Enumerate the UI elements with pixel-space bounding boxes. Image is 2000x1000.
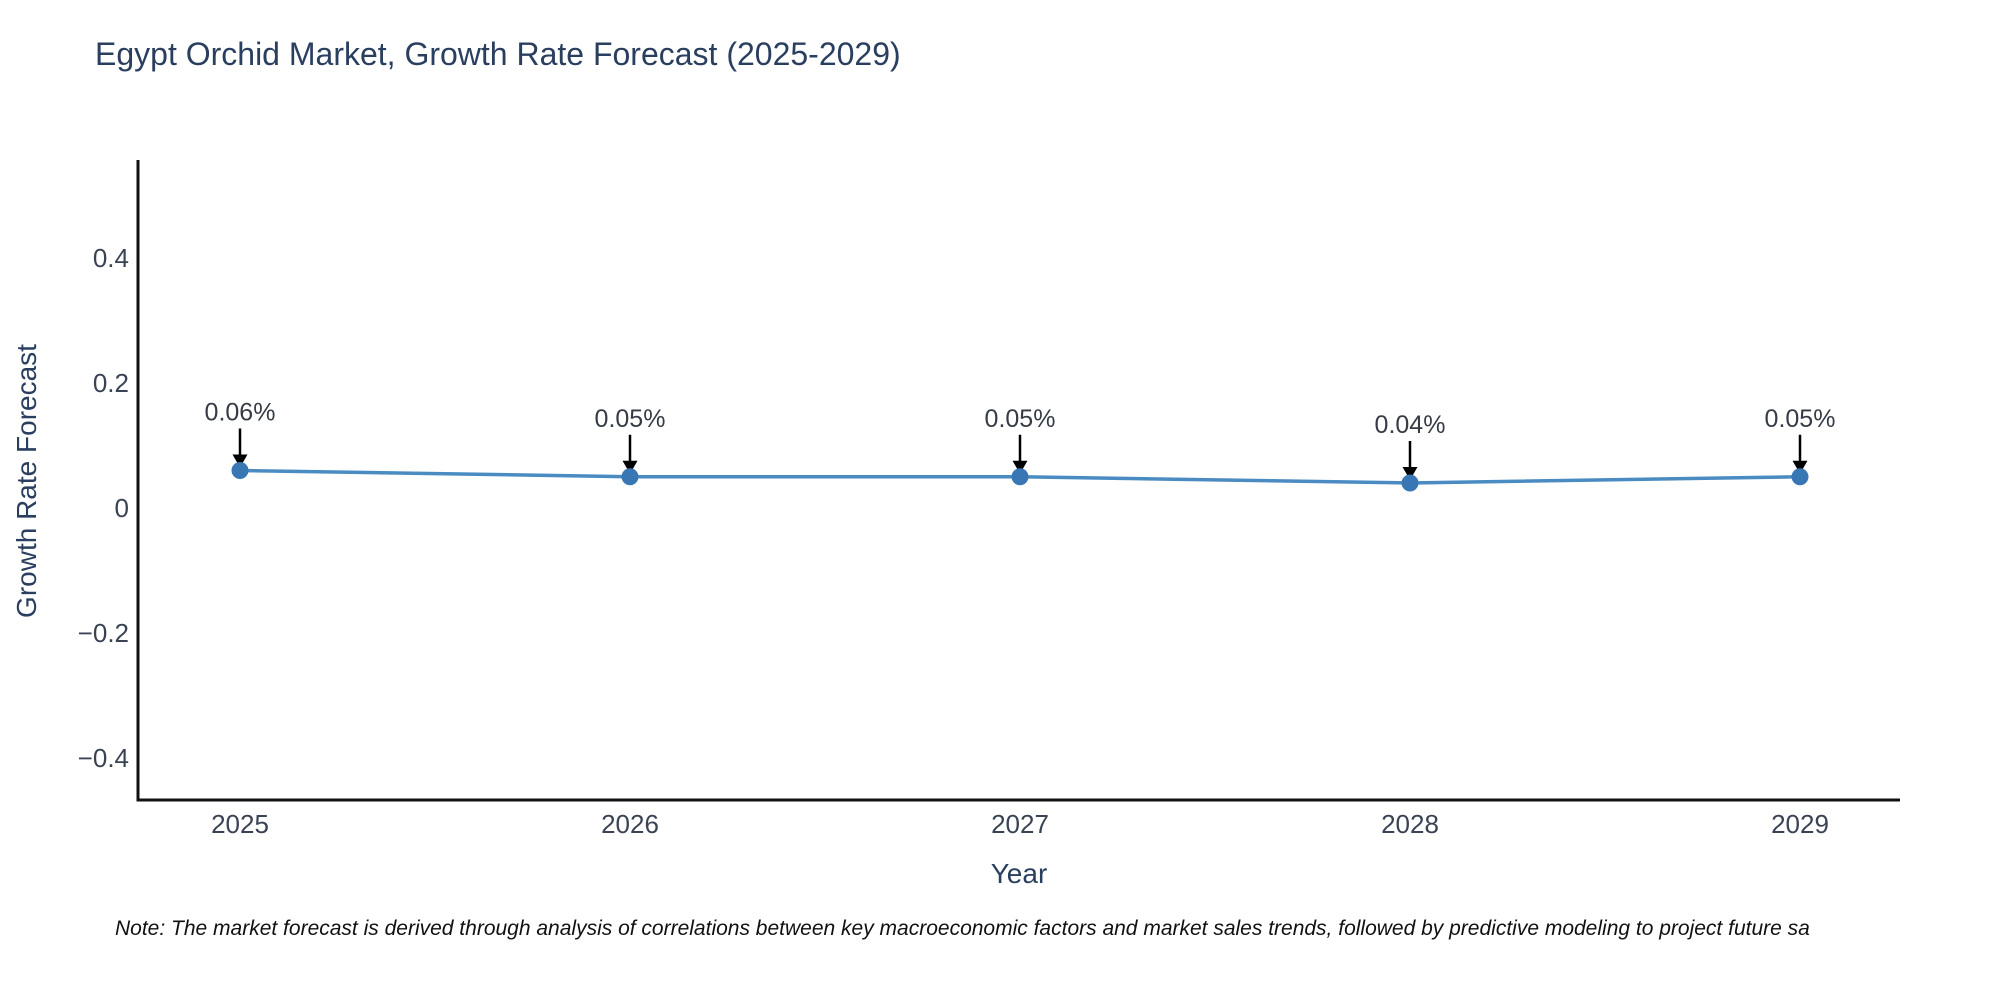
point-value-label: 0.04% bbox=[1375, 411, 1446, 439]
annotation-arrowhead bbox=[1402, 467, 1418, 480]
x-axis-title: Year bbox=[990, 858, 1048, 889]
point-value-label: 0.05% bbox=[595, 405, 666, 433]
annotation-arrowhead bbox=[1792, 460, 1808, 474]
chart-title: Egypt Orchid Market, Growth Rate Forecas… bbox=[95, 36, 901, 72]
data-point[interactable] bbox=[1791, 468, 1809, 486]
annotation-arrowhead bbox=[622, 460, 638, 474]
x-tick-label: 2028 bbox=[1381, 809, 1439, 839]
x-tick-label: 2029 bbox=[1771, 809, 1829, 839]
data-point[interactable] bbox=[1401, 474, 1419, 492]
data-point[interactable] bbox=[1011, 468, 1029, 486]
y-tick-label: 0.2 bbox=[93, 368, 129, 398]
annotation-arrowhead bbox=[232, 454, 248, 468]
x-tick-label: 2026 bbox=[601, 809, 659, 839]
y-tick-label: −0.4 bbox=[78, 743, 129, 773]
y-tick-label: 0.4 bbox=[93, 243, 129, 273]
footnote: Note: The market forecast is derived thr… bbox=[115, 917, 1810, 940]
point-value-label: 0.06% bbox=[205, 399, 276, 427]
y-tick-label: −0.2 bbox=[78, 618, 129, 648]
annotation-arrowhead bbox=[1012, 460, 1028, 474]
point-value-label: 0.05% bbox=[1765, 405, 1836, 433]
data-point[interactable] bbox=[231, 462, 249, 479]
point-value-label: 0.05% bbox=[985, 405, 1056, 433]
x-tick-label: 2025 bbox=[211, 809, 269, 839]
y-tick-label: 0 bbox=[115, 493, 129, 523]
x-tick-label: 2027 bbox=[991, 809, 1049, 839]
data-point[interactable] bbox=[621, 468, 639, 486]
